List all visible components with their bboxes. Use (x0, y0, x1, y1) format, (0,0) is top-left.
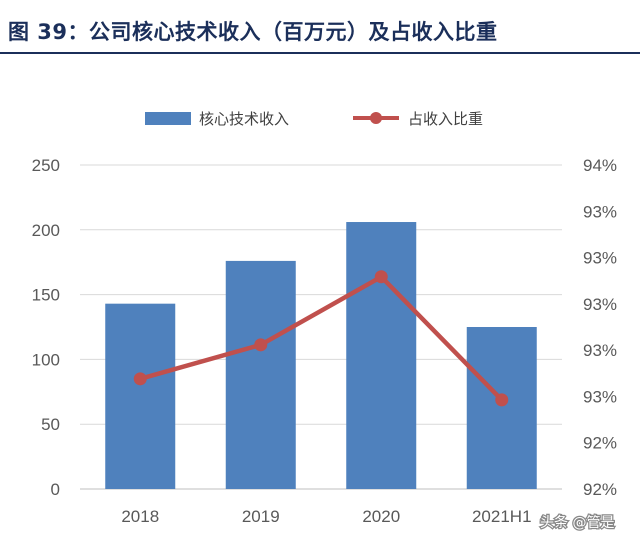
x-tick-label: 2018 (121, 507, 159, 526)
legend-swatch-marker (370, 112, 382, 124)
bar-series (105, 222, 537, 490)
title-bar: 图 39：公司核心技术收入（百万元）及占收入比重 (0, 0, 640, 54)
left-tick-label: 250 (32, 156, 60, 175)
right-tick-label: 94% (583, 156, 617, 175)
left-tick-label: 100 (32, 350, 60, 369)
right-axis: 92% 92% 93% 93% 93% 93% 93% 94% (583, 156, 617, 499)
right-tick-label: 93% (583, 387, 617, 406)
left-tick-label: 0 (51, 480, 60, 499)
x-axis: 2018 2019 2020 2021H1 (121, 507, 531, 526)
line-point (495, 393, 509, 407)
bar (466, 327, 537, 489)
left-tick-label: 50 (41, 415, 60, 434)
watermark: 头条 @管是 (539, 513, 616, 533)
line-point (374, 270, 388, 284)
line-point (133, 372, 147, 386)
legend: 核心技术收入 占收入比重 (145, 110, 483, 128)
right-tick-label: 93% (583, 341, 617, 360)
legend-label-bar: 核心技术收入 (199, 110, 289, 128)
x-tick-label: 2021H1 (472, 507, 532, 526)
x-tick-label: 2020 (362, 507, 400, 526)
bar (105, 303, 176, 489)
left-tick-label: 200 (32, 221, 60, 240)
chart-title: 图 39：公司核心技术收入（百万元）及占收入比重 (8, 20, 498, 44)
x-tick-label: 2019 (242, 507, 280, 526)
bar (346, 222, 417, 490)
right-tick-label: 92% (583, 434, 617, 453)
legend-label-line: 占收入比重 (408, 110, 483, 128)
right-tick-label: 93% (583, 202, 617, 221)
right-tick-label: 92% (583, 480, 617, 499)
left-tick-label: 150 (32, 286, 60, 305)
line-point (254, 338, 268, 352)
left-axis: 0 50 100 150 200 250 (32, 156, 60, 499)
legend-swatch-bar (145, 112, 191, 125)
right-tick-label: 93% (583, 249, 617, 268)
right-tick-label: 93% (583, 295, 617, 314)
line-path (139, 274, 504, 402)
watermark-text: 头条 @管是 (540, 514, 614, 531)
line-series (133, 270, 509, 407)
bar (225, 260, 296, 489)
